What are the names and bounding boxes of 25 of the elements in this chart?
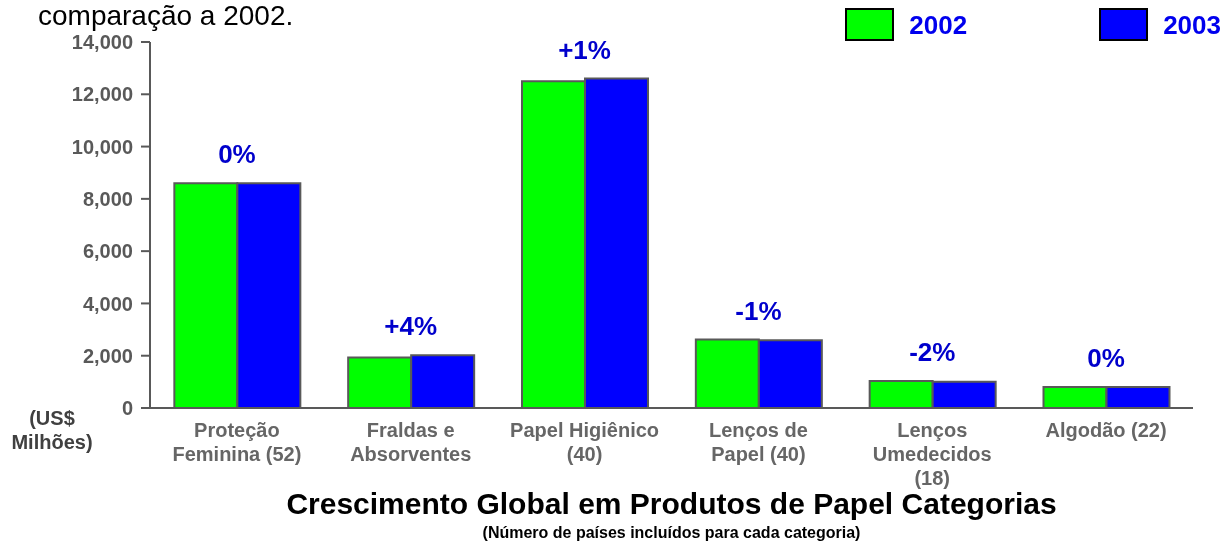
y-tick-label: 2,000 [82,344,133,367]
y-tick-label: 12,000 [71,83,133,106]
y-tick-label: 14,000 [71,31,133,54]
legend-label: 2003 [1163,9,1221,40]
y-tick-label: 8,000 [82,187,133,210]
y-tick-label: 0 [121,397,133,420]
annotation: 0% [218,139,256,170]
annotation: +1% [558,34,611,65]
text: comparação a 2002. [38,0,294,32]
annotation: -2% [909,337,956,368]
y-tick-label: 4,000 [82,292,133,315]
legend-label: 2002 [909,9,968,40]
x-tick-label: Lenços de Papel (40) [708,419,808,465]
y-axis-title: (US$ Milhões) [10,406,94,454]
annotation: -1% [735,295,782,326]
x-tick-label: Fraldas e Absorventes [350,419,472,465]
x-tick-label: Lenços Umedecidos (18) [872,419,992,489]
y-tick-label: 6,000 [82,240,133,263]
x-tick-label: Papel Higiênico (40) [510,419,660,465]
text: (Número de países incluídos para cada categoria) [481,524,862,542]
annotation: 0% [1087,343,1125,374]
annotation: +4% [384,311,438,342]
x-tick-label: Algodão (22) [1045,419,1167,441]
y-tick-label: 10,000 [71,135,133,158]
x-tick-label: Proteção Feminina (52) [172,419,302,465]
